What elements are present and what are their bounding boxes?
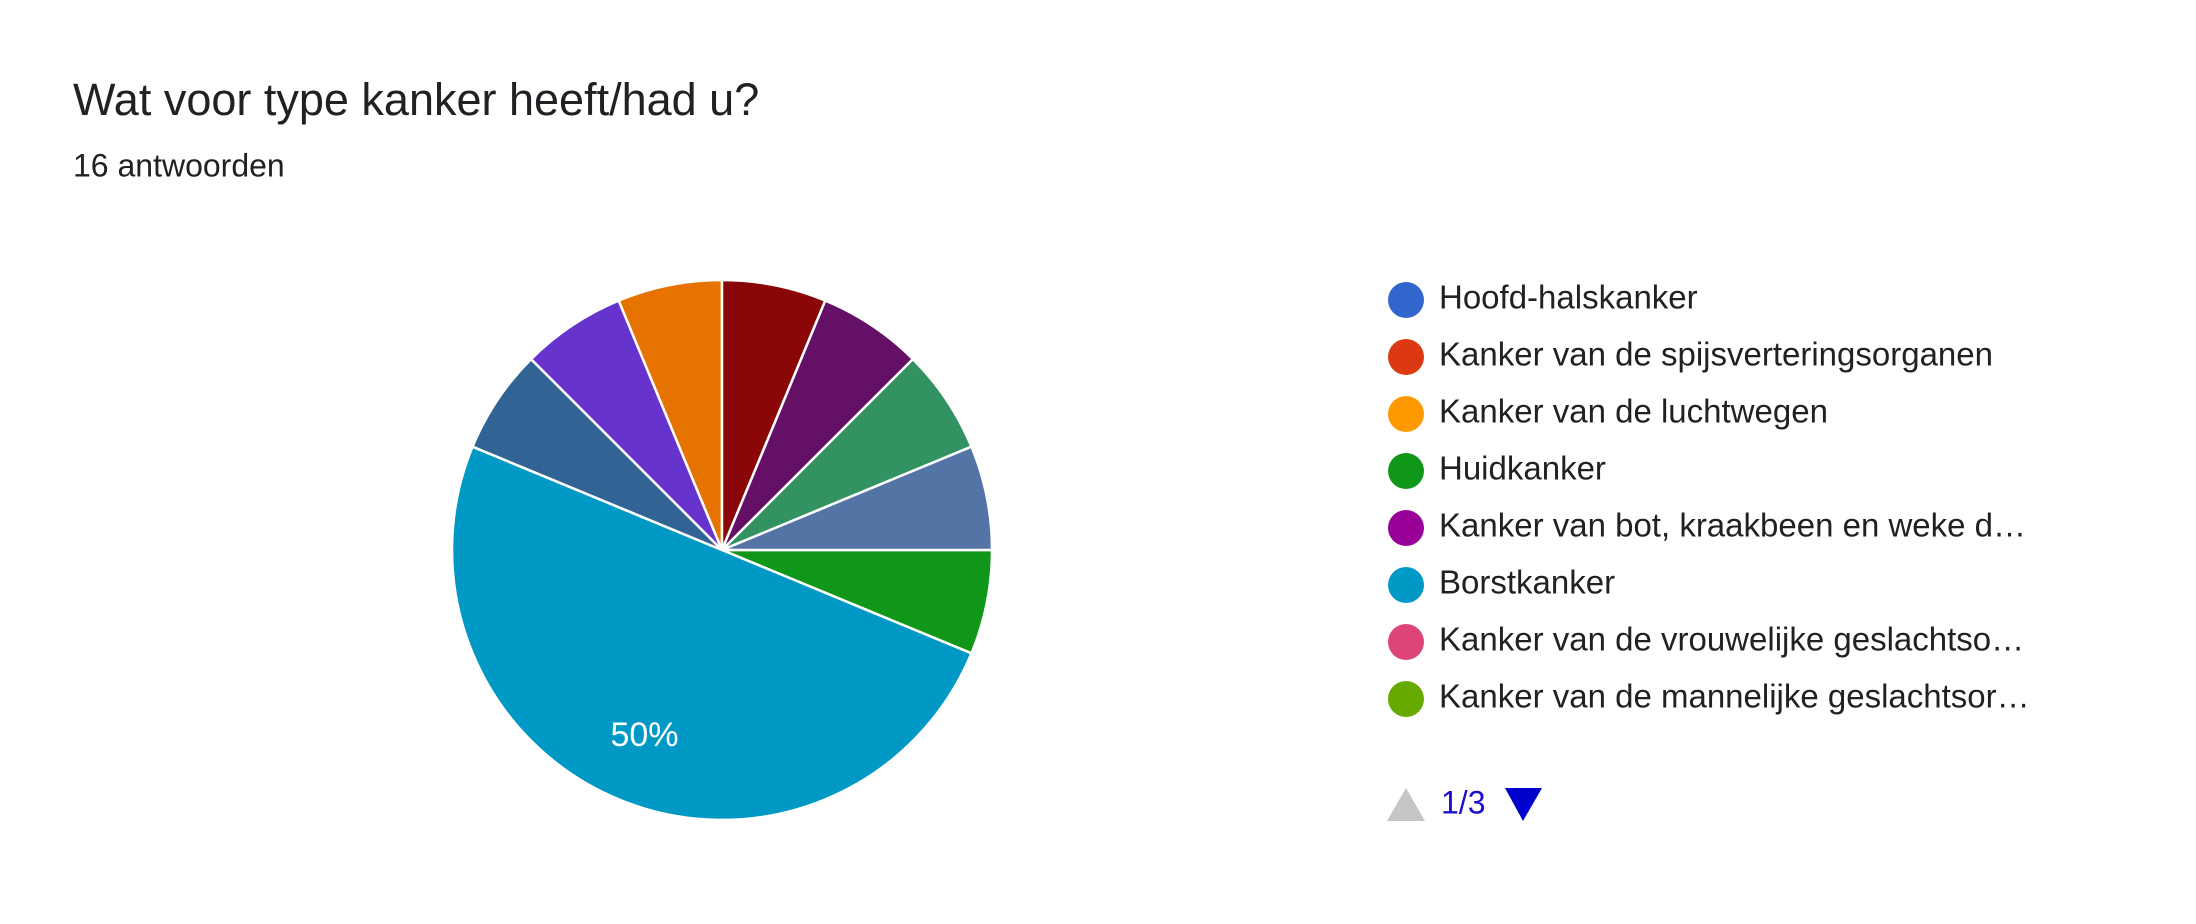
legend-prev-button[interactable] xyxy=(1387,788,1425,821)
legend-next-button[interactable] xyxy=(1505,788,1542,821)
legend-label: Kanker van bot, kraakbeen en weke d… xyxy=(1439,507,2026,544)
legend-label: Kanker van de spijsverteringsorganen xyxy=(1439,336,1993,373)
legend-swatch xyxy=(1388,510,1424,546)
chart-title: Wat voor type kanker heeft/had u? xyxy=(73,74,759,125)
legend-swatch xyxy=(1388,681,1424,717)
pie-slice xyxy=(450,445,974,821)
legend-swatch xyxy=(1388,453,1424,489)
legend-label: Kanker van de mannelijke geslachtsor… xyxy=(1439,678,2030,715)
legend-swatch xyxy=(1388,567,1424,603)
pie-slice xyxy=(721,445,994,552)
chart-subtitle: 16 antwoorden xyxy=(73,147,285,183)
legend-label: Borstkanker xyxy=(1439,564,1615,601)
legend-page-label: 1/3 xyxy=(1441,784,1485,820)
legend-label: Kanker van de vrouwelijke geslachtso… xyxy=(1439,621,2024,658)
legend-label: Hoofd-halskanker xyxy=(1439,279,1698,316)
legend-swatch xyxy=(1388,396,1424,432)
legend-swatch xyxy=(1388,624,1424,660)
legend-label: Kanker van de luchtwegen xyxy=(1439,393,1828,430)
legend-swatch xyxy=(1388,339,1424,375)
slice-label: 50% xyxy=(610,716,678,754)
legend-label: Huidkanker xyxy=(1439,450,1606,487)
legend-pager: 1/3 xyxy=(1387,784,1542,821)
legend-swatch xyxy=(1388,282,1424,318)
